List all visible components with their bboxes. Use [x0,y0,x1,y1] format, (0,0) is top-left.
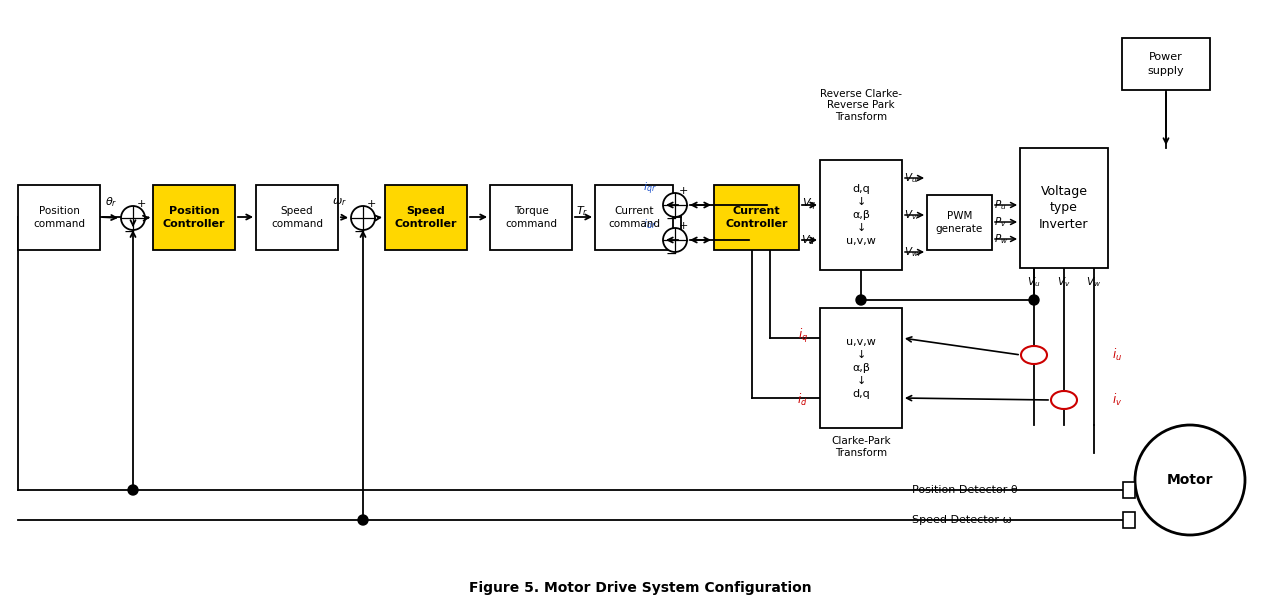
Text: $V_{wr}$: $V_{wr}$ [904,245,923,259]
Text: $V_q$: $V_q$ [801,197,817,213]
Text: Power
supply: Power supply [1148,52,1184,76]
Text: PWM
generate: PWM generate [936,211,983,234]
Bar [1020,148,1108,268]
Text: Speed
command: Speed command [271,206,323,229]
Bar [154,185,236,250]
Text: $V_d$: $V_d$ [801,233,817,247]
Text: $V_w$: $V_w$ [1087,275,1102,289]
Circle shape [122,206,145,230]
Text: −: − [666,247,677,261]
Text: Figure 5. Motor Drive System Configuration: Figure 5. Motor Drive System Configurati… [468,581,812,595]
Ellipse shape [1051,391,1076,409]
Text: $i_u$: $i_u$ [1112,347,1123,363]
Bar [820,160,902,270]
Text: Position Detector θ: Position Detector θ [911,485,1018,495]
Text: $V_{vr}$: $V_{vr}$ [904,208,920,222]
Circle shape [128,485,138,495]
Text: Motor: Motor [1167,473,1213,487]
Text: Speed Detector ω: Speed Detector ω [911,515,1012,525]
Bar [256,185,338,250]
Text: $i_{qr}$: $i_{qr}$ [644,181,657,197]
Bar [1123,482,1135,498]
Text: $P_v$: $P_v$ [995,215,1006,229]
Text: Position
Controller: Position Controller [163,206,225,229]
Text: $i_{dr}$: $i_{dr}$ [644,217,657,231]
Circle shape [1135,425,1245,535]
Text: $V_{ur}$: $V_{ur}$ [904,171,922,185]
Text: Voltage
type
Inverter: Voltage type Inverter [1039,185,1089,232]
Bar [820,308,902,428]
Text: $\theta_r$: $\theta_r$ [105,195,116,209]
Circle shape [351,206,375,230]
Text: +: + [367,199,376,209]
Circle shape [358,515,369,525]
Text: +: + [137,199,146,209]
Text: Speed
Controller: Speed Controller [394,206,457,229]
Text: +: + [678,186,689,196]
Bar [1123,512,1135,528]
Text: $i_d$: $i_d$ [797,392,808,408]
Text: Position
command: Position command [33,206,84,229]
Bar [927,195,992,250]
Text: −: − [666,212,677,226]
Circle shape [856,295,867,305]
Bar [595,185,673,250]
Text: −: − [123,225,134,239]
Circle shape [663,228,687,252]
Text: d,q
↓
α,β
↓
u,v,w: d,q ↓ α,β ↓ u,v,w [846,184,876,247]
Bar [18,185,100,250]
Text: $\omega_r$: $\omega_r$ [332,196,347,208]
Text: $T_r$: $T_r$ [576,204,589,218]
Bar [385,185,467,250]
Text: Torque
command: Torque command [506,206,557,229]
Text: $P_w$: $P_w$ [995,232,1009,246]
Text: Clarke-Park
Transform: Clarke-Park Transform [831,436,891,458]
Text: −: − [353,225,365,239]
Circle shape [1029,295,1039,305]
Text: Reverse Clarke-
Reverse Park
Transform: Reverse Clarke- Reverse Park Transform [820,89,902,122]
Bar [490,185,572,250]
Bar [714,185,799,250]
Text: u,v,w
↓
α,β
↓
d,q: u,v,w ↓ α,β ↓ d,q [846,337,876,400]
Text: $V_u$: $V_u$ [1028,275,1041,289]
Text: $P_u$: $P_u$ [995,198,1006,212]
Text: Current
Controller: Current Controller [726,206,787,229]
Bar [1123,38,1210,90]
Text: Current
command: Current command [608,206,660,229]
Text: +: + [678,221,689,231]
Text: $i_v$: $i_v$ [1112,392,1123,408]
Text: $i_q$: $i_q$ [797,327,808,345]
Ellipse shape [1021,346,1047,364]
Text: $V_v$: $V_v$ [1057,275,1071,289]
Circle shape [663,193,687,217]
